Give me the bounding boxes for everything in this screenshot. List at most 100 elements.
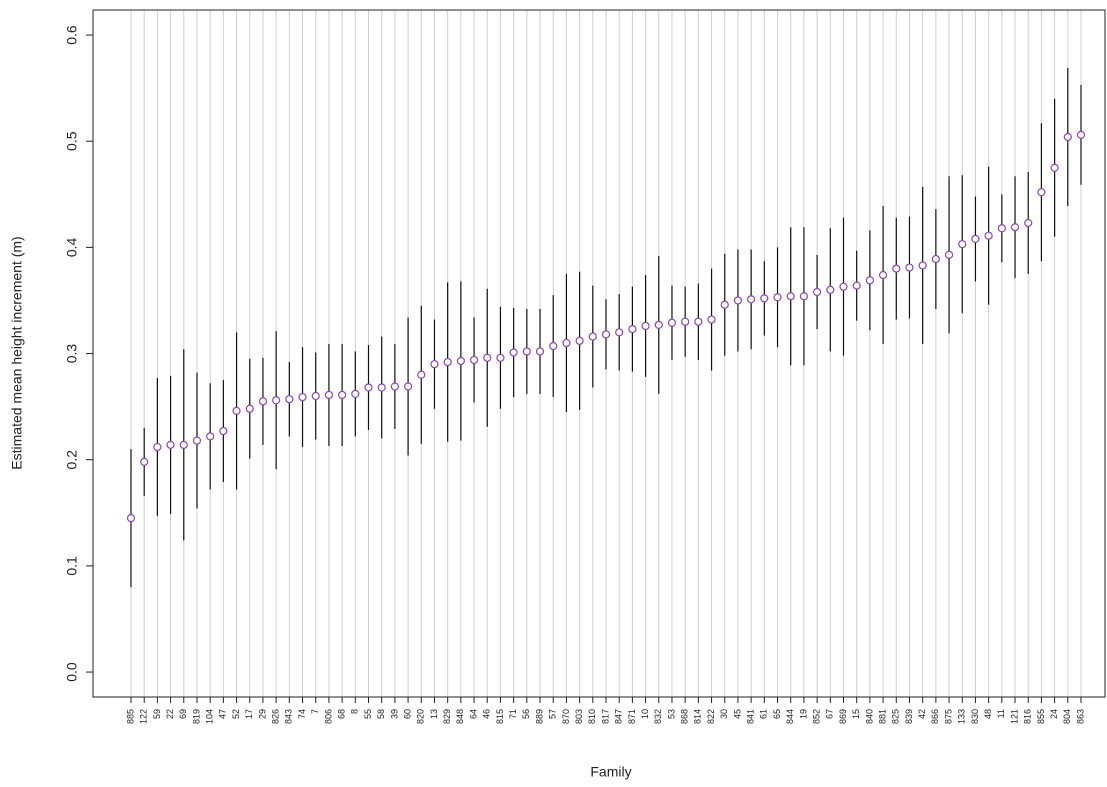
point bbox=[1063, 132, 1072, 142]
point bbox=[285, 395, 294, 404]
x-tick-label: 30 bbox=[719, 709, 729, 719]
x-tick-label: 104 bbox=[205, 709, 215, 724]
x-tick-label: 122 bbox=[139, 709, 149, 724]
point bbox=[192, 436, 202, 445]
x-tick-label: 863 bbox=[1075, 709, 1085, 724]
point bbox=[417, 370, 426, 379]
x-tick-label: 885 bbox=[125, 709, 135, 724]
x-tick-label: 819 bbox=[191, 709, 201, 724]
point bbox=[747, 295, 756, 304]
x-tick-label: 848 bbox=[455, 709, 465, 724]
point bbox=[311, 391, 320, 401]
point bbox=[852, 281, 861, 290]
x-tick-label: 804 bbox=[1062, 709, 1072, 724]
x-tick-label: 870 bbox=[561, 709, 571, 724]
point bbox=[522, 347, 531, 356]
point bbox=[232, 406, 241, 415]
x-tick-label: 58 bbox=[376, 709, 386, 719]
x-tick-label: 22 bbox=[165, 709, 175, 719]
point bbox=[760, 294, 769, 303]
point bbox=[443, 357, 452, 367]
x-tick-label: 71 bbox=[508, 709, 518, 719]
point bbox=[430, 360, 439, 369]
point bbox=[324, 390, 334, 400]
point bbox=[971, 234, 980, 243]
point bbox=[654, 320, 663, 329]
x-tick-label: 121 bbox=[1009, 709, 1019, 724]
point bbox=[918, 261, 927, 270]
point bbox=[865, 276, 874, 285]
plot-frame bbox=[92, 9, 1106, 698]
point bbox=[1010, 223, 1020, 232]
x-tick-label: 889 bbox=[534, 709, 544, 724]
point bbox=[984, 231, 993, 240]
x-tick-label: 10 bbox=[640, 709, 650, 719]
x-tick-label: 815 bbox=[495, 709, 505, 724]
point bbox=[615, 328, 624, 337]
x-tick-label: 52 bbox=[231, 709, 241, 719]
point bbox=[390, 382, 399, 391]
point bbox=[245, 404, 254, 413]
point bbox=[733, 296, 743, 305]
point bbox=[839, 282, 848, 291]
point bbox=[1024, 218, 1033, 228]
x-tick-label: 839 bbox=[904, 709, 914, 724]
x-tick-label: 817 bbox=[600, 709, 610, 724]
point bbox=[997, 224, 1006, 233]
point bbox=[601, 330, 611, 339]
point bbox=[1076, 130, 1086, 139]
point bbox=[575, 336, 584, 345]
point bbox=[338, 390, 347, 400]
x-tick-label: 42 bbox=[917, 709, 927, 719]
point bbox=[562, 338, 571, 348]
x-tick-label: 67 bbox=[825, 709, 835, 719]
x-tick-label: 74 bbox=[297, 709, 307, 719]
x-tick-label: 48 bbox=[983, 709, 993, 719]
x-tick-label: 7 bbox=[310, 709, 320, 714]
point bbox=[694, 317, 703, 326]
point bbox=[588, 332, 597, 341]
point bbox=[272, 396, 281, 405]
x-tick-label: 814 bbox=[693, 709, 703, 724]
point bbox=[535, 347, 545, 356]
x-tick-label: 57 bbox=[548, 709, 558, 719]
y-tick-label: 0.6 bbox=[64, 25, 80, 45]
x-tick-label: 830 bbox=[970, 709, 980, 724]
x-tick-label: 133 bbox=[957, 709, 967, 724]
point bbox=[377, 383, 386, 392]
x-tick-label: 868 bbox=[680, 709, 690, 724]
point bbox=[813, 287, 822, 297]
point bbox=[126, 514, 136, 523]
point bbox=[549, 342, 558, 351]
point bbox=[826, 285, 835, 294]
x-tick-label: 11 bbox=[996, 709, 1006, 718]
x-tick-label: 19 bbox=[798, 709, 808, 719]
x-tick-label: 881 bbox=[877, 709, 887, 724]
x-tick-label: 13 bbox=[429, 709, 439, 719]
x-tick-label: 39 bbox=[389, 709, 399, 719]
point bbox=[483, 353, 492, 362]
point bbox=[153, 442, 162, 452]
y-tick-label: 0.2 bbox=[64, 450, 80, 470]
x-tick-label: 810 bbox=[587, 709, 597, 724]
point bbox=[298, 392, 307, 402]
x-tick-label: 825 bbox=[891, 709, 901, 724]
y-tick-label: 0.5 bbox=[64, 131, 80, 151]
point bbox=[509, 348, 518, 357]
x-tick-label: 59 bbox=[152, 709, 162, 719]
point bbox=[905, 263, 914, 272]
x-tick-label: 871 bbox=[627, 709, 637, 724]
x-tick-label: 55 bbox=[363, 709, 373, 719]
point bbox=[469, 355, 479, 365]
x-tick-label: 61 bbox=[759, 709, 769, 719]
point bbox=[179, 440, 188, 449]
point bbox=[958, 240, 967, 249]
x-tick-label: 60 bbox=[402, 709, 412, 719]
point bbox=[799, 292, 809, 301]
x-tick-label: 869 bbox=[838, 709, 848, 724]
point bbox=[641, 321, 650, 331]
point bbox=[707, 315, 716, 324]
x-tick-label: 47 bbox=[218, 709, 228, 719]
x-tick-label: 65 bbox=[772, 709, 782, 719]
